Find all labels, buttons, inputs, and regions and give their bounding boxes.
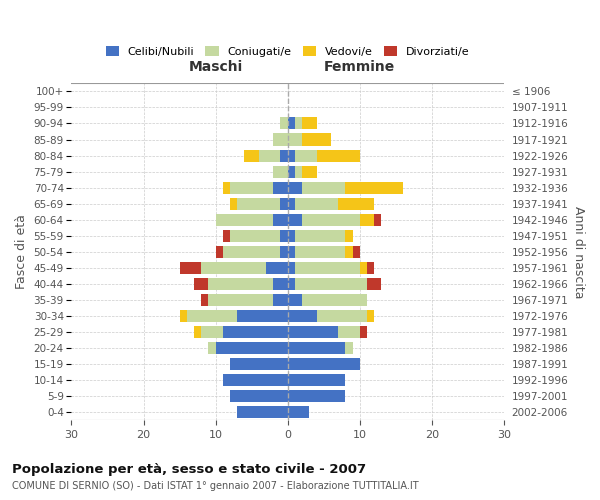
Bar bbox=[287, 134, 302, 145]
Legend: Celibi/Nubili, Coniugati/e, Vedovi/e, Divorziati/e: Celibi/Nubili, Coniugati/e, Vedovi/e, Di… bbox=[101, 42, 475, 62]
Bar bbox=[223, 326, 287, 338]
Bar bbox=[346, 342, 353, 354]
Bar bbox=[223, 374, 287, 386]
Bar bbox=[302, 294, 367, 306]
Bar bbox=[237, 310, 287, 322]
Bar bbox=[287, 118, 295, 130]
Bar bbox=[273, 182, 287, 194]
Bar bbox=[244, 150, 259, 162]
Bar bbox=[287, 278, 295, 290]
Bar bbox=[287, 182, 302, 194]
Bar bbox=[237, 406, 287, 418]
Bar bbox=[208, 294, 273, 306]
Bar bbox=[266, 262, 287, 274]
Bar bbox=[353, 246, 360, 258]
Bar bbox=[230, 182, 273, 194]
Bar bbox=[179, 262, 201, 274]
Bar bbox=[346, 182, 403, 194]
Bar bbox=[346, 230, 353, 242]
Bar bbox=[295, 118, 302, 130]
Bar bbox=[223, 230, 230, 242]
Bar bbox=[230, 358, 287, 370]
Bar bbox=[280, 246, 287, 258]
Bar bbox=[295, 230, 346, 242]
Bar bbox=[287, 230, 295, 242]
Text: Popolazione per età, sesso e stato civile - 2007: Popolazione per età, sesso e stato civil… bbox=[12, 462, 366, 475]
Bar bbox=[201, 294, 208, 306]
Bar bbox=[295, 246, 346, 258]
Bar bbox=[302, 134, 331, 145]
Bar bbox=[287, 198, 295, 209]
Bar bbox=[223, 246, 280, 258]
Bar bbox=[317, 150, 360, 162]
Bar bbox=[302, 182, 346, 194]
Bar bbox=[302, 214, 360, 226]
Text: Femmine: Femmine bbox=[324, 60, 395, 74]
Bar bbox=[295, 278, 367, 290]
Bar bbox=[295, 262, 360, 274]
Bar bbox=[273, 214, 287, 226]
Bar bbox=[287, 262, 295, 274]
Bar bbox=[201, 326, 223, 338]
Bar bbox=[287, 150, 295, 162]
Bar bbox=[179, 310, 187, 322]
Bar bbox=[287, 406, 310, 418]
Bar bbox=[346, 246, 353, 258]
Bar bbox=[280, 230, 287, 242]
Bar bbox=[374, 214, 382, 226]
Bar bbox=[237, 198, 280, 209]
Bar bbox=[215, 214, 273, 226]
Bar bbox=[295, 166, 302, 177]
Bar bbox=[273, 278, 287, 290]
Bar bbox=[230, 198, 237, 209]
Bar bbox=[259, 150, 280, 162]
Bar bbox=[215, 342, 287, 354]
Bar bbox=[317, 310, 367, 322]
Bar bbox=[208, 278, 273, 290]
Bar bbox=[280, 118, 287, 130]
Bar bbox=[302, 166, 317, 177]
Text: COMUNE DI SERNIO (SO) - Dati ISTAT 1° gennaio 2007 - Elaborazione TUTTITALIA.IT: COMUNE DI SERNIO (SO) - Dati ISTAT 1° ge… bbox=[12, 481, 419, 491]
Bar bbox=[287, 342, 346, 354]
Bar bbox=[223, 182, 230, 194]
Bar bbox=[367, 310, 374, 322]
Bar bbox=[287, 214, 302, 226]
Bar bbox=[273, 294, 287, 306]
Bar bbox=[194, 278, 208, 290]
Bar bbox=[338, 198, 374, 209]
Bar bbox=[295, 150, 317, 162]
Bar bbox=[295, 198, 338, 209]
Bar bbox=[287, 374, 346, 386]
Bar bbox=[208, 342, 215, 354]
Bar bbox=[302, 118, 317, 130]
Bar bbox=[360, 326, 367, 338]
Bar bbox=[187, 310, 237, 322]
Bar bbox=[201, 262, 266, 274]
Bar bbox=[360, 262, 367, 274]
Bar bbox=[287, 246, 295, 258]
Bar bbox=[287, 326, 338, 338]
Text: Maschi: Maschi bbox=[188, 60, 243, 74]
Y-axis label: Fasce di età: Fasce di età bbox=[15, 214, 28, 289]
Bar bbox=[367, 278, 382, 290]
Bar bbox=[287, 310, 317, 322]
Bar bbox=[287, 294, 302, 306]
Y-axis label: Anni di nascita: Anni di nascita bbox=[572, 206, 585, 298]
Bar bbox=[194, 326, 201, 338]
Bar bbox=[287, 166, 295, 177]
Bar bbox=[215, 246, 223, 258]
Bar bbox=[280, 150, 287, 162]
Bar bbox=[230, 230, 280, 242]
Bar bbox=[360, 214, 374, 226]
Bar bbox=[287, 358, 360, 370]
Bar bbox=[338, 326, 360, 338]
Bar bbox=[287, 390, 346, 402]
Bar bbox=[273, 166, 287, 177]
Bar bbox=[280, 198, 287, 209]
Bar bbox=[230, 390, 287, 402]
Bar bbox=[367, 262, 374, 274]
Bar bbox=[273, 134, 287, 145]
